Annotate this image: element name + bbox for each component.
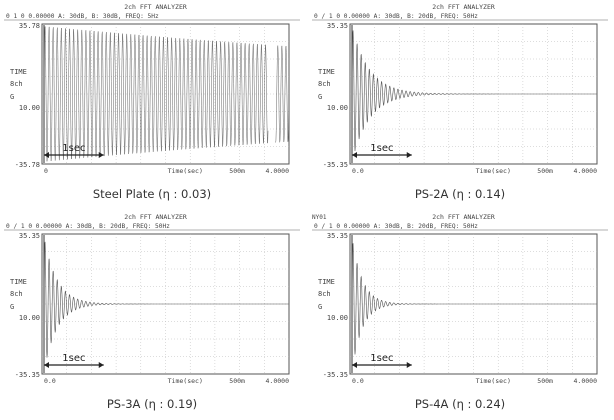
- x-end-label: 4.0000: [266, 167, 290, 175]
- y-min-label: -35.35: [323, 371, 348, 379]
- x-mid-label: 500m: [229, 377, 245, 385]
- decay-trace: [43, 241, 289, 358]
- y-axis-label: 8ch: [318, 290, 331, 298]
- y-axis-label: TIME: [318, 68, 335, 76]
- analyzer-title: 2ch FFT ANALYZER: [432, 3, 495, 11]
- x-start-label: 0.0: [352, 167, 364, 175]
- chart-panel-steel-plate: 2ch FFT ANALYZER 0 1 0 0.00000 A: 30dB, B…: [2, 2, 302, 210]
- y-axis-label: 8ch: [318, 80, 331, 88]
- chart-header: 0 / 1 0 0.00000 A: 30dB, B: 20dB, FREQ: …: [314, 13, 478, 20]
- y-min-label: -35.35: [323, 161, 348, 169]
- chart-panel-ps-2a: 2ch FFT ANALYZER 0 / 1 0 0.00000 A: 30dB,…: [310, 2, 610, 210]
- y-max-label: 35.35: [19, 232, 40, 240]
- x-start-label: 0.0: [44, 377, 56, 385]
- scale-bar-label: 1sec: [62, 353, 85, 364]
- analyzer-title: 2ch FFT ANALYZER: [432, 213, 495, 221]
- x-mid-label: 500m: [537, 167, 553, 175]
- scale-arrow-right: [406, 152, 412, 158]
- y-max-label: 35.35: [327, 22, 348, 30]
- x-mid-label: 500m: [537, 377, 553, 385]
- scale-arrow-right: [406, 362, 412, 368]
- chart-header: 0 / 1 0 0.00000 A: 30dB, B: 20dB, FREQ: …: [314, 223, 478, 230]
- scale-arrow-right: [98, 362, 104, 368]
- chart-header: 0 1 0 0.00000 A: 30dB, B: 30dB, FREQ: 5H…: [6, 13, 159, 20]
- chart-caption: Steel Plate (η : 0.03): [92, 187, 212, 201]
- decay-trace: [351, 30, 597, 152]
- chart-panel-ps-3a: 2ch FFT ANALYZER 0 / 1 0 0.00000 A: 30dB,…: [2, 212, 302, 420]
- chart-caption: PS-4A (η : 0.24): [414, 397, 506, 411]
- y-min-label: -35.78: [15, 161, 40, 169]
- scale-bar-label: 1sec: [62, 143, 85, 154]
- y-axis-label: 8ch: [10, 290, 23, 298]
- y-axis-label: G: [318, 93, 322, 101]
- y-axis-label: G: [10, 303, 14, 311]
- x-axis-label: Time(sec): [476, 167, 511, 175]
- y-axis-label: TIME: [10, 68, 27, 76]
- chart-svg: 2ch FFT ANALYZER 0 / 1 0 0.00000 A: 30dB,…: [4, 213, 300, 385]
- analyzer-title: 2ch FFT ANALYZER: [124, 213, 187, 221]
- y-axis-label: 10.00: [19, 104, 40, 112]
- y-axis-label: TIME: [318, 278, 335, 286]
- corner-label: NY01: [312, 214, 327, 221]
- chart-header: 0 / 1 0 0.00000 A: 30dB, B: 20dB, FREQ: …: [6, 223, 170, 230]
- y-axis-label: 8ch: [10, 80, 23, 88]
- decay-trace: [43, 26, 290, 162]
- scale-bar-label: 1sec: [370, 353, 393, 364]
- x-end-label: 4.0000: [266, 377, 290, 385]
- decay-trace: [351, 243, 597, 355]
- y-axis-label: G: [10, 93, 14, 101]
- scale-bar-label: 1sec: [370, 143, 393, 154]
- chart-svg: 2ch FFT ANALYZER 0 / 1 0 0.00000 A: 30dB,…: [312, 3, 608, 175]
- x-end-label: 4.0000: [574, 167, 598, 175]
- chart-svg: 2ch FFT ANALYZER NY01 0 / 1 0 0.00000 A: 3…: [312, 213, 608, 385]
- scale-arrow-left: [44, 152, 49, 158]
- x-end-label: 4.0000: [574, 377, 598, 385]
- chart-caption: PS-2A (η : 0.14): [414, 187, 506, 201]
- scale-arrow-left: [44, 362, 49, 368]
- x-start-label: 0: [44, 167, 48, 175]
- y-axis-label: 10.00: [19, 314, 40, 322]
- chart-caption: PS-3A (η : 0.19): [106, 397, 198, 411]
- x-axis-label: Time(sec): [476, 377, 511, 385]
- scale-arrow-right: [98, 152, 104, 158]
- y-axis-label: 10.00: [327, 104, 348, 112]
- analyzer-title: 2ch FFT ANALYZER: [124, 3, 187, 11]
- y-min-label: -35.35: [15, 371, 40, 379]
- y-axis-label: TIME: [10, 278, 27, 286]
- y-max-label: 35.35: [327, 232, 348, 240]
- x-axis-label: Time(sec): [168, 377, 203, 385]
- scale-arrow-left: [352, 362, 357, 368]
- y-max-label: 35.78: [19, 22, 40, 30]
- y-axis-label: 10.00: [327, 314, 348, 322]
- y-axis-label: G: [318, 303, 322, 311]
- chart-svg: 2ch FFT ANALYZER 0 1 0 0.00000 A: 30dB, B…: [4, 3, 300, 175]
- scale-arrow-left: [352, 152, 357, 158]
- x-axis-label: Time(sec): [168, 167, 203, 175]
- x-mid-label: 500m: [229, 167, 245, 175]
- chart-panel-ps-4a: 2ch FFT ANALYZER NY01 0 / 1 0 0.00000 A: 3…: [310, 212, 610, 420]
- x-start-label: 0.0: [352, 377, 364, 385]
